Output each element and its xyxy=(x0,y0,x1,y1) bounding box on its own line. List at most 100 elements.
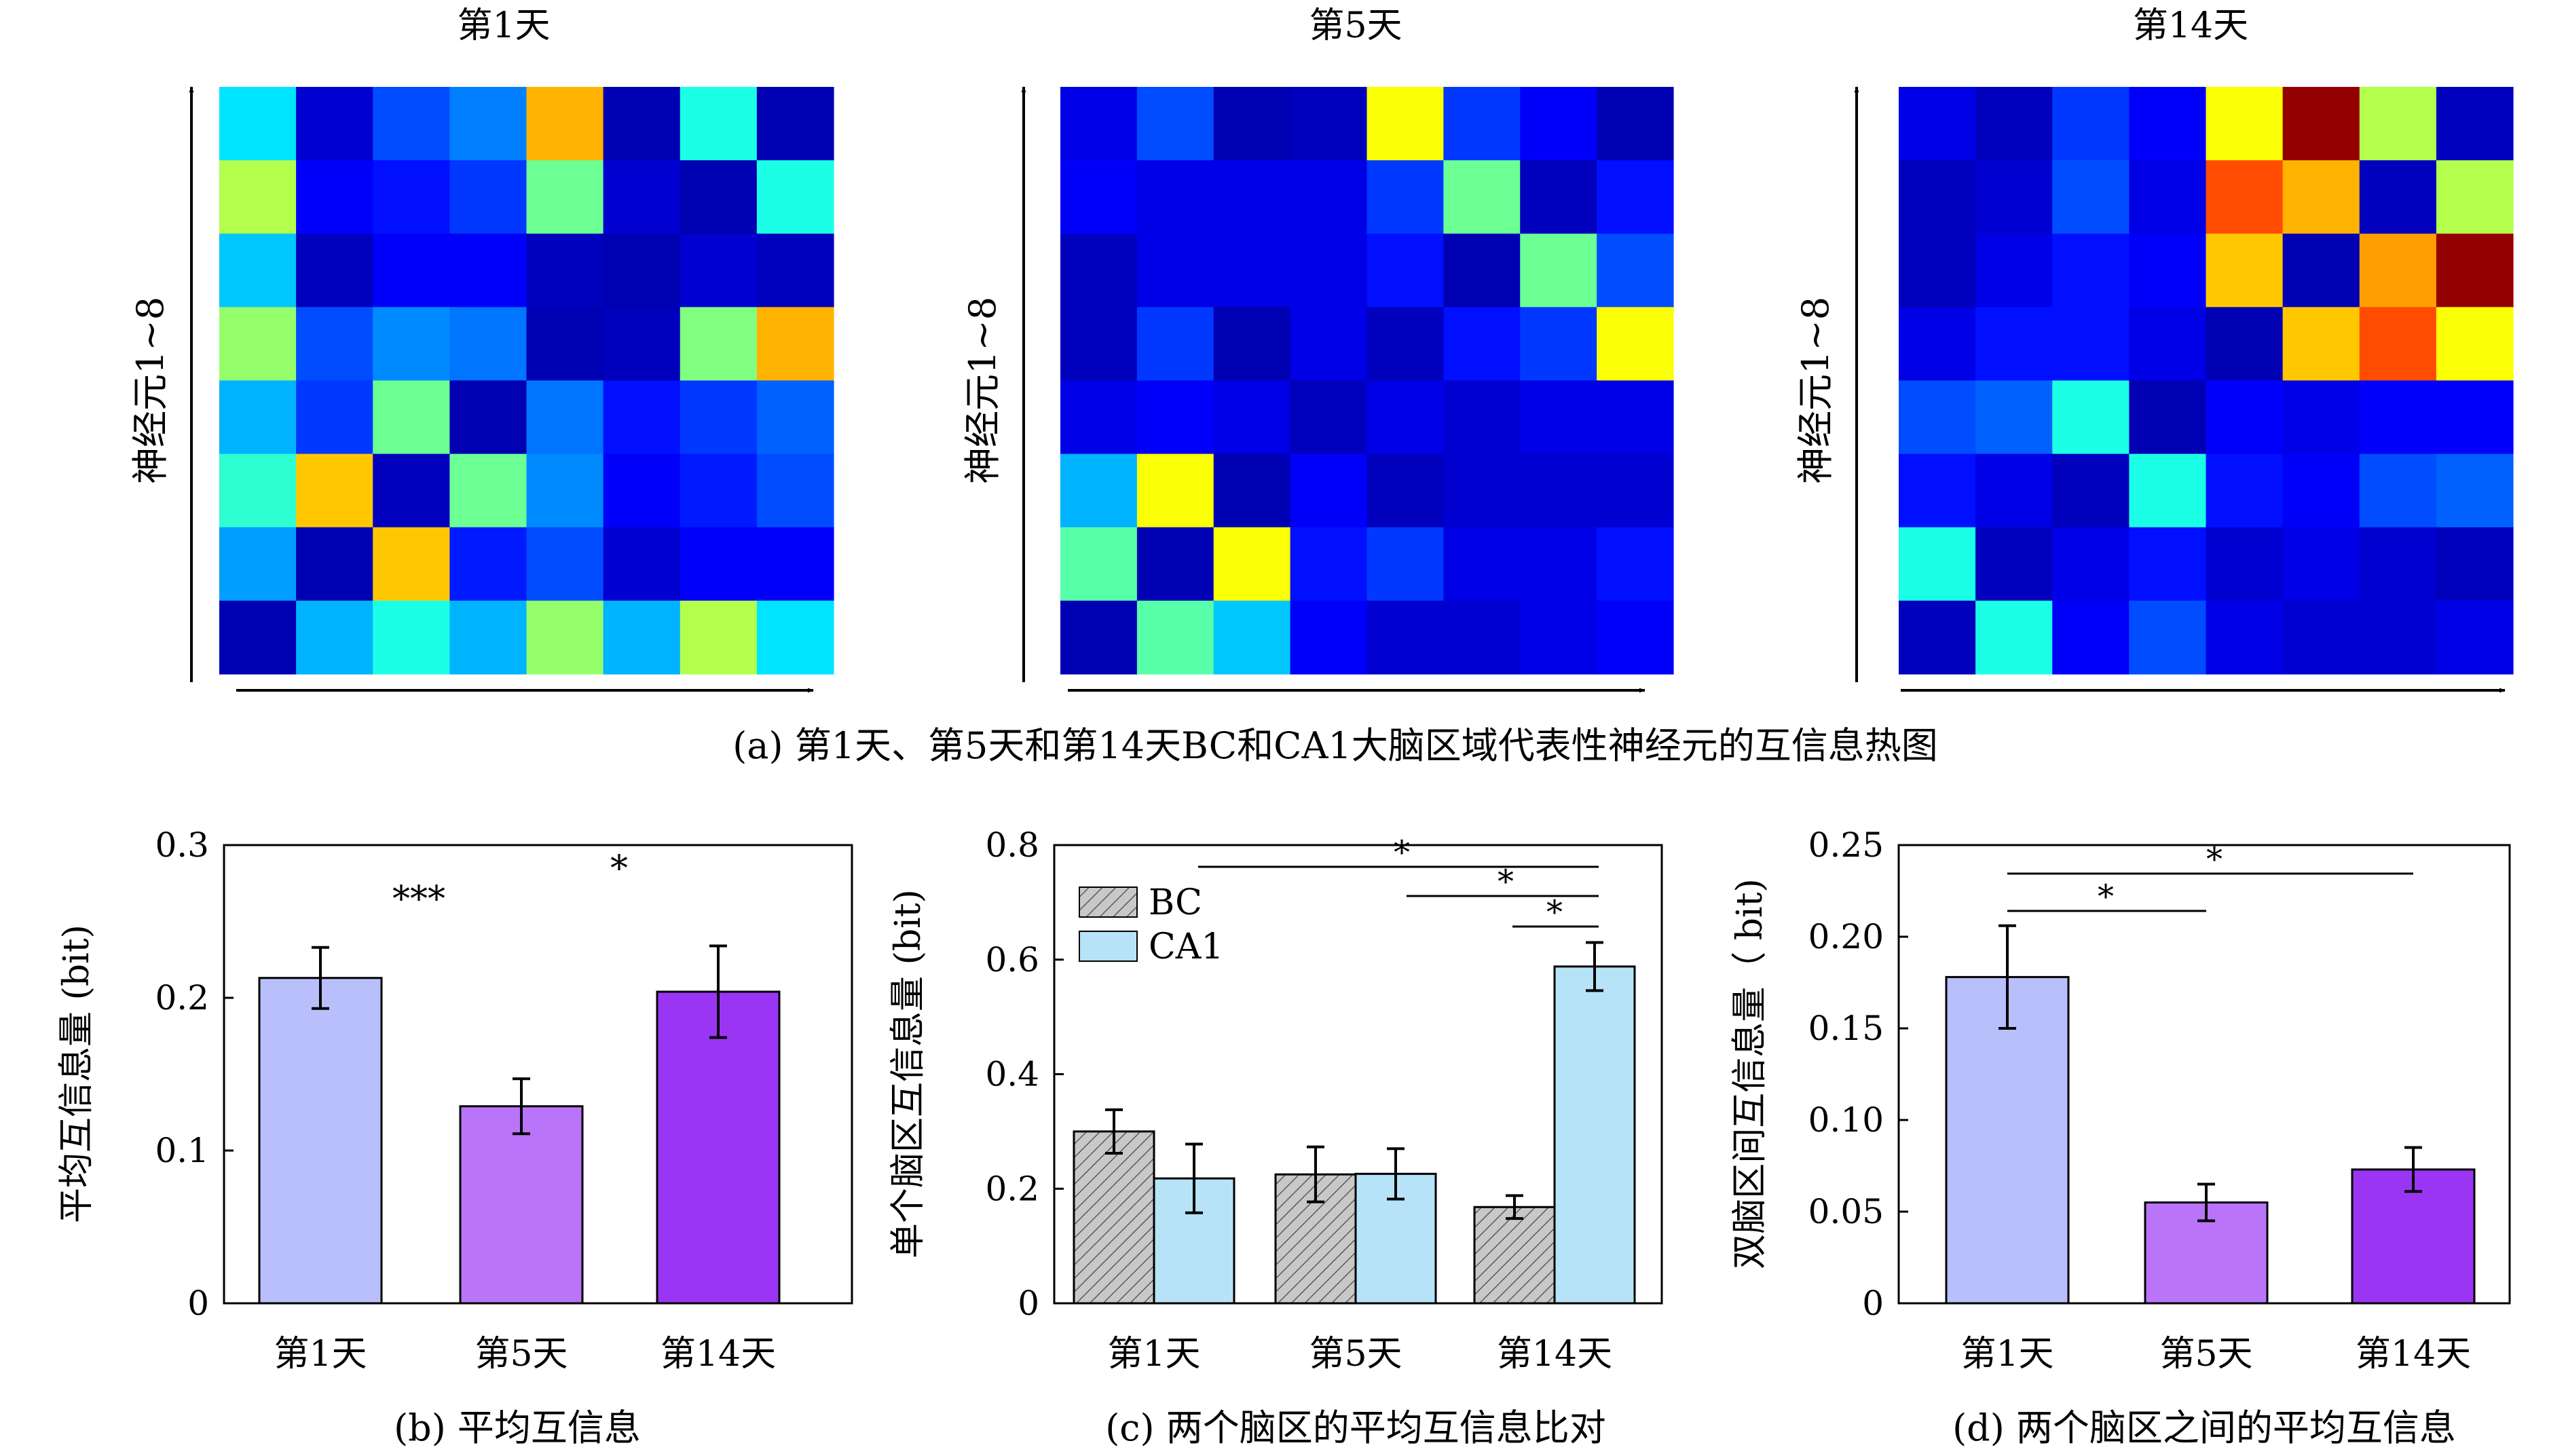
heatmap-cell xyxy=(1290,307,1368,381)
y-tick-label: 0.15 xyxy=(1808,1009,1884,1048)
heatmap-cell xyxy=(373,453,450,528)
heatmap-cell xyxy=(1520,600,1597,675)
heatmap-cell xyxy=(2359,234,2437,307)
bar-chart-c-xticks: 第1天 第5天 第14天 xyxy=(1107,1334,1612,1375)
heatmap-cell xyxy=(1520,307,1597,381)
heatmap-cell xyxy=(1366,87,1444,161)
bar-chart-b: 0 0.1 0.2 0.3 第1天 第5天 第14天 *** * 平均互信息量 (bit)… xyxy=(56,825,853,1449)
heatmap-cell xyxy=(1597,160,1674,234)
bar-chart-d-annotation-2: * xyxy=(2098,878,2114,916)
heatmap-cell xyxy=(680,160,758,234)
heatmap-cell xyxy=(756,600,834,675)
heatmap-cell xyxy=(373,307,450,381)
heatmap-cell xyxy=(1366,307,1444,381)
heatmap-cell xyxy=(1060,307,1138,381)
bar-chart-b-annotation-2: * xyxy=(610,848,628,889)
heatmap-cell xyxy=(1443,307,1521,381)
heatmap-cell xyxy=(1899,527,1976,601)
heatmap-cell xyxy=(756,380,834,455)
heatmap-cell xyxy=(1213,527,1291,601)
heatmap-day14-ylabel: 神经元1~8 xyxy=(1794,297,1837,484)
heatmap-cell xyxy=(219,307,297,381)
heatmap-cell xyxy=(1213,380,1291,455)
heatmap-day14: 第14天 神经元1~8 xyxy=(1794,5,2514,693)
heatmap-cell xyxy=(1597,380,1674,455)
x-tick-label: 第5天 xyxy=(2159,1334,2252,1375)
heatmap-cell xyxy=(1136,380,1214,455)
bar xyxy=(1473,1206,1556,1305)
bar xyxy=(1073,1130,1155,1305)
heatmap-cell xyxy=(2129,160,2207,234)
heatmap-cell xyxy=(2129,600,2207,675)
heatmap-cell xyxy=(1290,160,1368,234)
heatmap-cell xyxy=(373,380,450,455)
heatmap-cell xyxy=(2206,600,2284,675)
heatmap-cell xyxy=(1443,600,1521,675)
heatmap-cell xyxy=(2359,600,2437,675)
heatmap-cell xyxy=(680,307,758,381)
heatmap-day14-title: 第14天 xyxy=(2133,5,2248,46)
heatmap-cell xyxy=(2052,307,2130,381)
heatmap-cell xyxy=(1975,527,2053,601)
heatmap-cell xyxy=(1597,234,1674,307)
heatmap-cell xyxy=(2129,307,2207,381)
y-tick-label: 0.8 xyxy=(985,825,1039,865)
heatmap-cell xyxy=(1366,234,1444,307)
heatmap-cell xyxy=(219,600,297,675)
heatmap-cell xyxy=(1520,160,1597,234)
y-tick-label: 0.6 xyxy=(985,940,1039,979)
caption-b: (b) 平均互信息 xyxy=(394,1406,641,1449)
heatmap-day5-cells xyxy=(1060,87,1674,675)
heatmap-cell xyxy=(1366,380,1444,455)
heatmap-cell xyxy=(1213,87,1291,161)
heatmap-cell xyxy=(1899,160,1976,234)
heatmap-cell xyxy=(2359,160,2437,234)
y-tick-label: 0.05 xyxy=(1808,1192,1884,1231)
y-tick-label: 0 xyxy=(187,1284,209,1323)
heatmap-cell xyxy=(373,87,450,161)
heatmap-cell xyxy=(1136,453,1214,528)
heatmap-cell xyxy=(1290,234,1368,307)
heatmap-cell xyxy=(680,234,758,307)
heatmap-cell xyxy=(449,160,527,234)
heatmap-cell xyxy=(2359,527,2437,601)
heatmap-cell xyxy=(1443,160,1521,234)
heatmap-cell xyxy=(1975,307,2053,381)
y-tick-label: 0.4 xyxy=(985,1055,1039,1094)
bar xyxy=(1553,965,1636,1305)
bar-chart-c-yticks: 0 0.2 0.4 0.6 0.8 xyxy=(985,825,1064,1323)
heatmap-cell xyxy=(373,527,450,601)
heatmap-cell xyxy=(1366,160,1444,234)
heatmap-cell xyxy=(526,527,604,601)
heatmap-cell xyxy=(1136,600,1214,675)
heatmap-cell xyxy=(603,600,681,675)
heatmap-cell xyxy=(2359,307,2437,381)
heatmap-cell xyxy=(219,527,297,601)
y-tick-label: 0 xyxy=(1018,1284,1039,1323)
legend-swatch-bc xyxy=(1079,886,1138,918)
y-tick-label: 0.3 xyxy=(155,825,209,865)
heatmap-cell xyxy=(603,307,681,381)
y-tick-label: 0.10 xyxy=(1808,1100,1884,1140)
bar-chart-c-annotation-1: * xyxy=(1394,834,1410,872)
bar-chart-c-bars xyxy=(1073,941,1636,1305)
heatmap-cell xyxy=(1443,234,1521,307)
heatmap-cell xyxy=(2206,307,2284,381)
bar xyxy=(459,1105,584,1305)
y-tick-label: 0.2 xyxy=(155,978,209,1018)
heatmap-cell xyxy=(1520,453,1597,528)
heatmap-cell xyxy=(296,234,373,307)
heatmap-cell xyxy=(296,307,373,381)
heatmap-cell xyxy=(1213,160,1291,234)
heatmap-day1-title: 第1天 xyxy=(457,5,550,46)
heatmap-cell xyxy=(296,600,373,675)
heatmap-cell xyxy=(219,160,297,234)
bar-chart-b-ylabel: 平均互信息量 (bit) xyxy=(56,925,97,1223)
heatmap-cell xyxy=(2436,380,2514,455)
heatmap-cell xyxy=(449,453,527,528)
heatmap-cell xyxy=(1597,307,1674,381)
heatmap-cell xyxy=(1136,160,1214,234)
heatmap-cell xyxy=(2359,87,2437,161)
heatmap-cell xyxy=(1597,453,1674,528)
